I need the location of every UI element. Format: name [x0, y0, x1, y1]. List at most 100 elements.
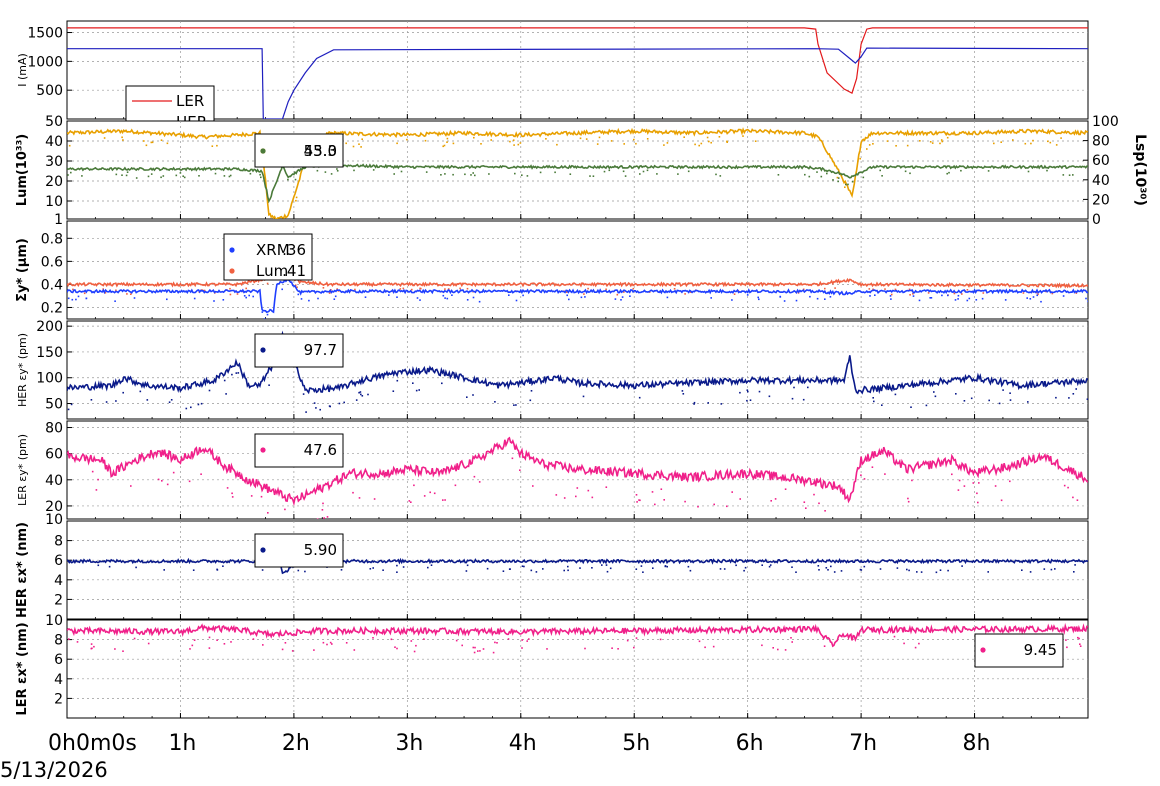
- series-point: [889, 295, 892, 297]
- series-point: [746, 294, 749, 296]
- legend-box: [254, 433, 344, 468]
- series-point: [372, 169, 375, 171]
- series-point: [402, 566, 405, 568]
- series-point: [893, 635, 896, 638]
- series-point: [976, 492, 978, 495]
- series-point: [203, 289, 206, 292]
- series-point: [526, 175, 529, 177]
- series-point: [824, 298, 826, 300]
- series-point: [473, 475, 476, 478]
- series-point: [304, 570, 306, 573]
- series-point: [266, 282, 269, 285]
- legend-value: 55.0: [304, 142, 337, 160]
- series-point: [193, 639, 196, 641]
- series-point: [396, 571, 398, 573]
- series-point: [399, 288, 402, 290]
- series-group: [67, 330, 1088, 413]
- series-point: [369, 568, 372, 570]
- series-point: [614, 298, 617, 300]
- series-point: [353, 649, 356, 651]
- series-point: [693, 401, 696, 404]
- y-tick-label: 20: [45, 174, 63, 190]
- series-point: [91, 470, 94, 473]
- series-point: [1029, 571, 1032, 573]
- series-point: [746, 389, 749, 391]
- series-point: [1055, 396, 1057, 399]
- legend-label: LER: [176, 92, 204, 110]
- series-point: [689, 569, 692, 572]
- series-point: [761, 564, 763, 566]
- series-point: [324, 171, 327, 173]
- series-point: [731, 491, 733, 493]
- series-point: [919, 140, 921, 142]
- series-point: [388, 294, 390, 296]
- series-point: [267, 512, 269, 514]
- series-point: [911, 479, 913, 482]
- series-point: [1037, 293, 1039, 296]
- series-point: [591, 496, 594, 499]
- series-point: [966, 289, 969, 291]
- series-point: [419, 287, 421, 290]
- series-point: [795, 571, 797, 573]
- series-point: [1072, 393, 1075, 395]
- series-point: [496, 642, 498, 644]
- y-axis-label: HER εx* (nm): [15, 522, 30, 618]
- series-point: [1073, 571, 1075, 573]
- series-point: [413, 484, 415, 487]
- series-point: [948, 171, 950, 174]
- series-point: [758, 390, 761, 393]
- series-point: [338, 402, 341, 405]
- series-point: [494, 401, 496, 403]
- series-point: [635, 494, 638, 496]
- series-point: [91, 647, 93, 650]
- series-point: [749, 399, 752, 401]
- series-point: [211, 145, 214, 147]
- series-point: [509, 140, 511, 143]
- x-tick-label: 2h: [282, 731, 310, 756]
- legend-box: [974, 633, 1064, 668]
- series-point: [817, 565, 820, 567]
- series-point: [442, 145, 444, 148]
- series-point: [68, 144, 71, 147]
- series-point: [126, 171, 129, 173]
- legend-value: 9.45: [1024, 641, 1057, 659]
- series-point: [666, 142, 669, 144]
- series-point: [130, 485, 132, 487]
- y-axis-label: I (mA): [16, 53, 29, 87]
- y-tick-label: 30: [45, 154, 63, 170]
- series-point: [400, 170, 403, 173]
- series-point: [334, 295, 337, 298]
- x-tick-label: 3h: [395, 731, 423, 756]
- series-point: [539, 171, 542, 174]
- series-point: [68, 638, 70, 640]
- series-point: [916, 571, 918, 573]
- series-point: [183, 176, 186, 179]
- series-point: [122, 650, 124, 652]
- series-point: [466, 287, 469, 290]
- legend-value: 5.90: [304, 541, 337, 559]
- series-point: [639, 499, 641, 502]
- series-trace: [67, 256, 1088, 289]
- panel-frame: [66, 619, 1089, 719]
- series-point: [442, 499, 444, 501]
- series-point: [216, 569, 219, 571]
- series-point: [396, 647, 398, 650]
- series-point: [297, 569, 300, 572]
- series-point: [172, 471, 175, 474]
- series-point: [706, 136, 709, 139]
- series-point: [392, 390, 395, 392]
- series-point: [446, 137, 449, 140]
- series-point: [1055, 144, 1058, 146]
- series-group: [67, 256, 1088, 319]
- series-point: [1009, 480, 1011, 483]
- series-point: [1062, 174, 1065, 176]
- series-point: [816, 171, 818, 173]
- series-point: [1054, 568, 1056, 570]
- series-point: [987, 170, 990, 172]
- series-point: [894, 393, 897, 396]
- series-point: [382, 569, 384, 571]
- series-point: [1067, 486, 1069, 489]
- series-point: [863, 565, 866, 568]
- series-point: [336, 170, 339, 172]
- series-point: [295, 199, 297, 202]
